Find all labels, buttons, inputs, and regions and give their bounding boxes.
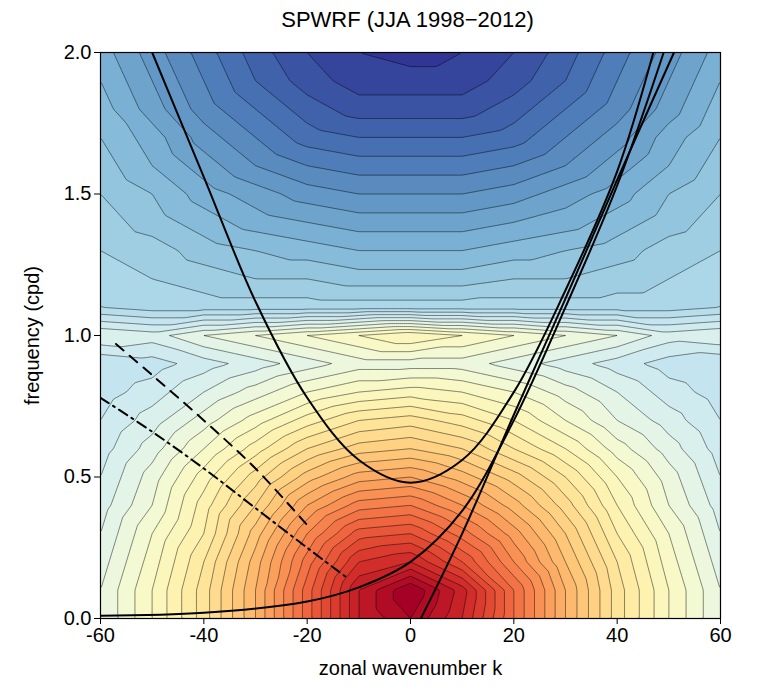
svg-text:1.0: 1.0 [64,324,92,346]
svg-text:-40: -40 [189,624,218,646]
svg-text:20: 20 [503,624,525,646]
html-text:SPWRF (JJA 1998−2012): SPWRF (JJA 1998−2012) [281,7,534,32]
svg-text:1.5: 1.5 [64,182,92,204]
svg-text:zonal wavenumber k: zonal wavenumber k [319,657,503,679]
svg-text:frequency (cpd): frequency (cpd) [21,266,43,405]
svg-text:-60: -60 [86,624,115,646]
svg-text:0: 0 [405,624,416,646]
svg-text:60: 60 [709,624,731,646]
svg-text:-20: -20 [293,624,322,646]
svg-text:0.0: 0.0 [63,606,92,629]
svg-text:0.5: 0.5 [64,465,92,487]
svg-text:40: 40 [606,624,628,646]
svg-text:2.0: 2.0 [64,41,92,63]
